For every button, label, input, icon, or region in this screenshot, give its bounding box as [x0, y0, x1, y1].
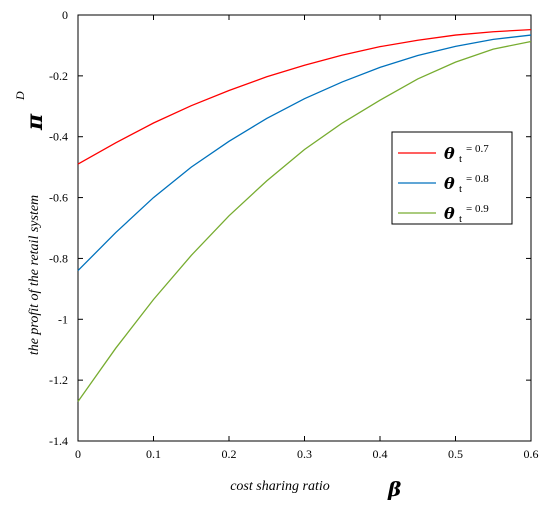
y-tick-label: -0.2 [49, 69, 68, 83]
plot-area [77, 14, 532, 442]
legend-value: = 0.7 [466, 143, 489, 155]
y-tick-label: -0.4 [49, 130, 68, 144]
y-axis-symbol: π [22, 113, 48, 131]
series-lines [77, 28, 532, 402]
legend-box [391, 131, 513, 225]
x-tick-label: 0.3 [297, 447, 312, 461]
series-line-2 [77, 34, 532, 272]
x-tick-label: 0.5 [448, 447, 463, 461]
x-tick-label: 0.6 [524, 447, 539, 461]
x-axis-symbol: β [387, 477, 401, 501]
y-tick-label: -0.8 [49, 251, 68, 265]
y-tick-label: -0.6 [49, 191, 68, 205]
y-tick-label: -1.2 [49, 373, 68, 387]
legend-value: = 0.9 [466, 203, 489, 215]
y-tick-label: -1.4 [49, 434, 68, 448]
legend-value: = 0.8 [466, 173, 489, 185]
legend-items: θ t= 0.7θ t= 0.8θ t= 0.9 [398, 143, 489, 225]
x-tick-label: 0.4 [373, 447, 388, 461]
x-axis-label: cost sharing ratio [230, 479, 330, 494]
x-tick-label: 0 [75, 447, 81, 461]
legend-subscript: t [459, 213, 462, 225]
x-tick-label: 0.1 [146, 447, 161, 461]
legend-subscript: t [459, 153, 462, 165]
y-axis-label: the profit of the retail system [27, 195, 42, 355]
y-axis-symbol-superscript: D [13, 91, 27, 101]
y-tick-label: -1 [58, 312, 68, 326]
x-tick-label: 0.2 [222, 447, 237, 461]
series-line-1 [77, 28, 532, 165]
legend-symbol: θ [444, 144, 455, 163]
legend: θ t= 0.7θ t= 0.8θ t= 0.9 [391, 131, 513, 225]
legend-symbol: θ [444, 204, 455, 223]
series-line-3 [77, 40, 532, 402]
x-axis-ticks: 0 0.1 0.2 0.3 0.4 0.5 0.6 [75, 15, 539, 461]
legend-subscript: t [459, 183, 462, 195]
y-axis-ticks: 0 -0.2 -0.4 -0.6 -0.8 -1 -1.2 -1.4 [49, 8, 531, 448]
legend-symbol: θ [444, 174, 455, 193]
y-tick-label: 0 [62, 8, 68, 22]
